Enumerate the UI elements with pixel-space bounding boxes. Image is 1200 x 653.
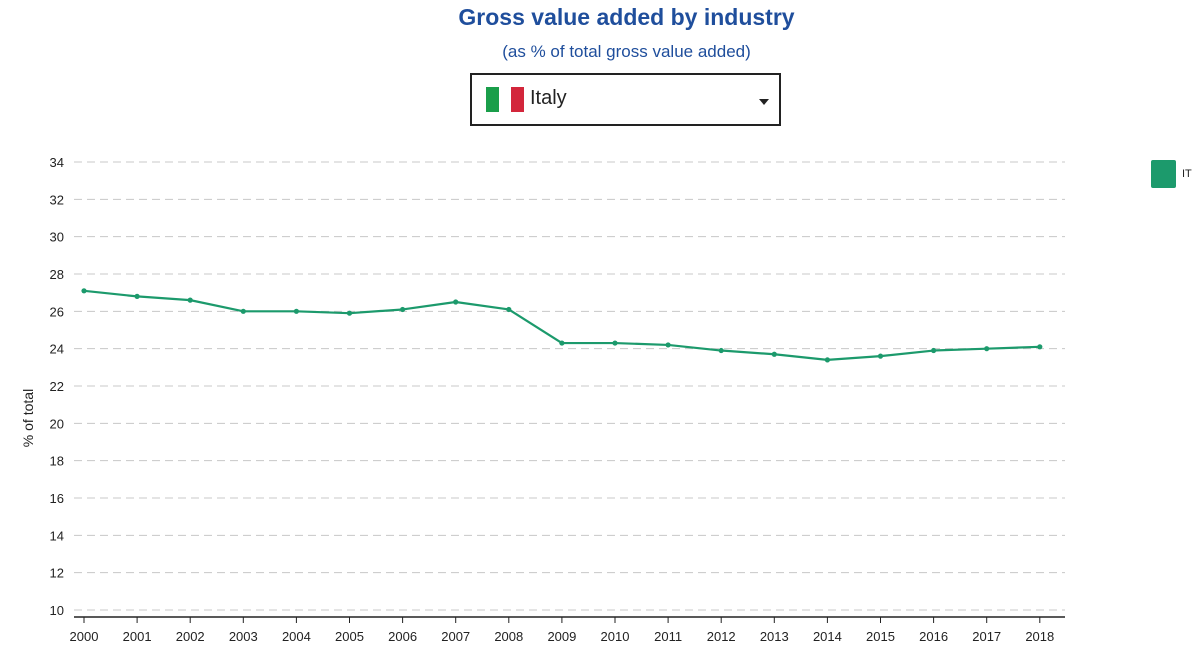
data-point	[240, 308, 246, 314]
x-tick-label: 2009	[547, 629, 576, 644]
chevron-down-icon	[759, 99, 769, 105]
data-point	[81, 288, 87, 294]
y-tick-label: 30	[50, 230, 64, 245]
legend-label-it: IT	[1182, 168, 1192, 180]
x-axis: 2000 2001 2002 2003 2004 2005 2006 2007 2008 2009…	[70, 616, 1065, 644]
chart-subtitle: (as % of total gross value added)	[502, 42, 751, 61]
data-point	[1037, 344, 1043, 350]
x-tick-label: 2004	[282, 629, 311, 644]
y-tick-label: 12	[50, 566, 64, 581]
selected-country-label: Italy	[530, 87, 567, 109]
x-tick-label: 2006	[388, 629, 417, 644]
x-tick-label: 2013	[760, 629, 789, 644]
flag-white-stripe	[498, 87, 512, 112]
y-tick-label: 26	[50, 304, 64, 319]
x-tick-label: 2010	[601, 629, 630, 644]
data-point	[931, 347, 937, 354]
y-tick-label: 34	[50, 155, 64, 170]
y-tick-label: 22	[50, 379, 64, 394]
data-point	[718, 347, 724, 354]
x-tick-label: 2005	[335, 629, 364, 644]
legend-swatch-it	[1151, 160, 1176, 188]
x-tick-label: 2015	[866, 629, 895, 644]
data-point	[506, 306, 512, 313]
data-point	[665, 342, 671, 348]
gridlines	[74, 161, 1065, 611]
country-dropdown[interactable]: Italy	[470, 73, 781, 126]
x-tick-label: 2012	[707, 629, 736, 644]
italy-flag-icon	[486, 87, 525, 112]
data-point	[134, 293, 140, 299]
y-tick-label: 20	[50, 416, 64, 431]
data-point	[346, 310, 353, 316]
data-point	[984, 346, 990, 352]
x-tick-label: 2008	[494, 629, 523, 644]
flag-red-stripe	[511, 87, 525, 112]
y-tick-label: 18	[50, 454, 64, 469]
x-tick-label: 2001	[123, 629, 152, 644]
y-tick-label: 32	[50, 192, 64, 207]
x-tick-label: 2018	[1025, 629, 1054, 644]
x-tick-label: 2014	[813, 629, 842, 644]
data-point	[453, 299, 459, 305]
y-tick-label: 24	[50, 342, 64, 357]
data-point	[293, 308, 299, 314]
y-tick-label: 10	[50, 603, 64, 618]
x-tick-label: 2007	[441, 629, 470, 644]
chart-title: Gross value added by industry	[458, 4, 795, 30]
series-it	[81, 288, 1043, 363]
data-point	[612, 340, 618, 346]
x-tick-label: 2017	[972, 629, 1001, 644]
data-point	[187, 297, 193, 303]
flag-green-stripe	[486, 87, 499, 112]
x-tick-label: 2016	[919, 629, 948, 644]
data-point	[559, 340, 565, 346]
y-tick-label: 16	[50, 491, 64, 506]
data-point	[771, 351, 777, 357]
data-point	[400, 306, 406, 313]
x-tick-label: 2003	[229, 629, 258, 644]
x-tick-label: 2000	[70, 629, 99, 644]
series-line-it	[83, 289, 1040, 361]
y-tick-label: 28	[50, 267, 64, 282]
data-point	[824, 357, 831, 363]
chart-legend[interactable]: IT	[1151, 160, 1192, 188]
x-tick-label: 2002	[176, 629, 205, 644]
x-tick-label: 2011	[654, 629, 682, 644]
data-point	[877, 353, 884, 359]
y-axis: 10 12 14 16 18 20 22 24 26 28 30 32 34	[50, 155, 64, 618]
y-axis-title: % of total	[20, 389, 36, 447]
y-tick-label: 14	[50, 528, 64, 543]
